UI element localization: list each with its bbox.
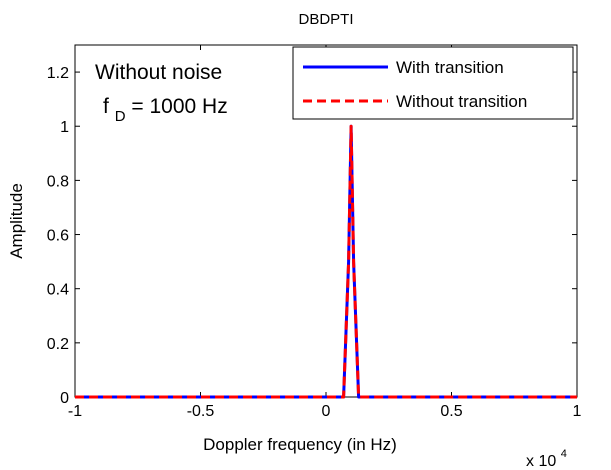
legend-label-without-transition: Without transition — [396, 92, 527, 111]
x-tick-label: 0.5 — [440, 403, 462, 420]
annotation-doppler-frequency: f D = 1000 Hz — [103, 95, 228, 126]
series-line-without-transition — [75, 124, 577, 399]
series-lines — [75, 124, 577, 399]
y-tick-label: 1.2 — [47, 65, 69, 82]
legend-label-with-transition: With transition — [396, 58, 504, 77]
x-axis-label: Doppler frequency (in Hz) — [203, 435, 397, 454]
x-tick-label: 1 — [573, 403, 582, 420]
y-tick-label: 0 — [60, 390, 69, 407]
y-tick-label: 0.8 — [47, 173, 69, 190]
x-tick-label: -0.5 — [187, 403, 215, 420]
annotation-rest: = 1000 Hz — [131, 95, 227, 118]
x-tick-label: -1 — [68, 403, 82, 420]
x-multiplier-exponent: 4 — [561, 448, 567, 460]
legend: With transition Without transition — [292, 46, 574, 120]
x-tick-label: 0 — [322, 403, 331, 420]
y-tick-label: 0.4 — [47, 282, 69, 299]
x-multiplier-base: x 10 — [526, 453, 556, 470]
y-tick-label: 0.2 — [47, 336, 69, 353]
annotation-subscript-d: D — [115, 108, 126, 125]
y-tick-label: 1 — [60, 119, 69, 136]
axis-ticks: -1 -0.5 0 0.5 1 0 0.2 0.4 0.6 0.8 1 1.2 — [47, 45, 582, 420]
legend-box — [292, 46, 574, 120]
x-axis-multiplier: x 10 4 — [526, 448, 567, 470]
chart-title: DBDPTI — [298, 11, 353, 28]
y-tick-label: 0.6 — [47, 228, 69, 245]
annotation-without-noise: Without noise — [95, 61, 222, 84]
y-axis-label: Amplitude — [7, 183, 26, 259]
annotation-f: f — [103, 95, 109, 118]
